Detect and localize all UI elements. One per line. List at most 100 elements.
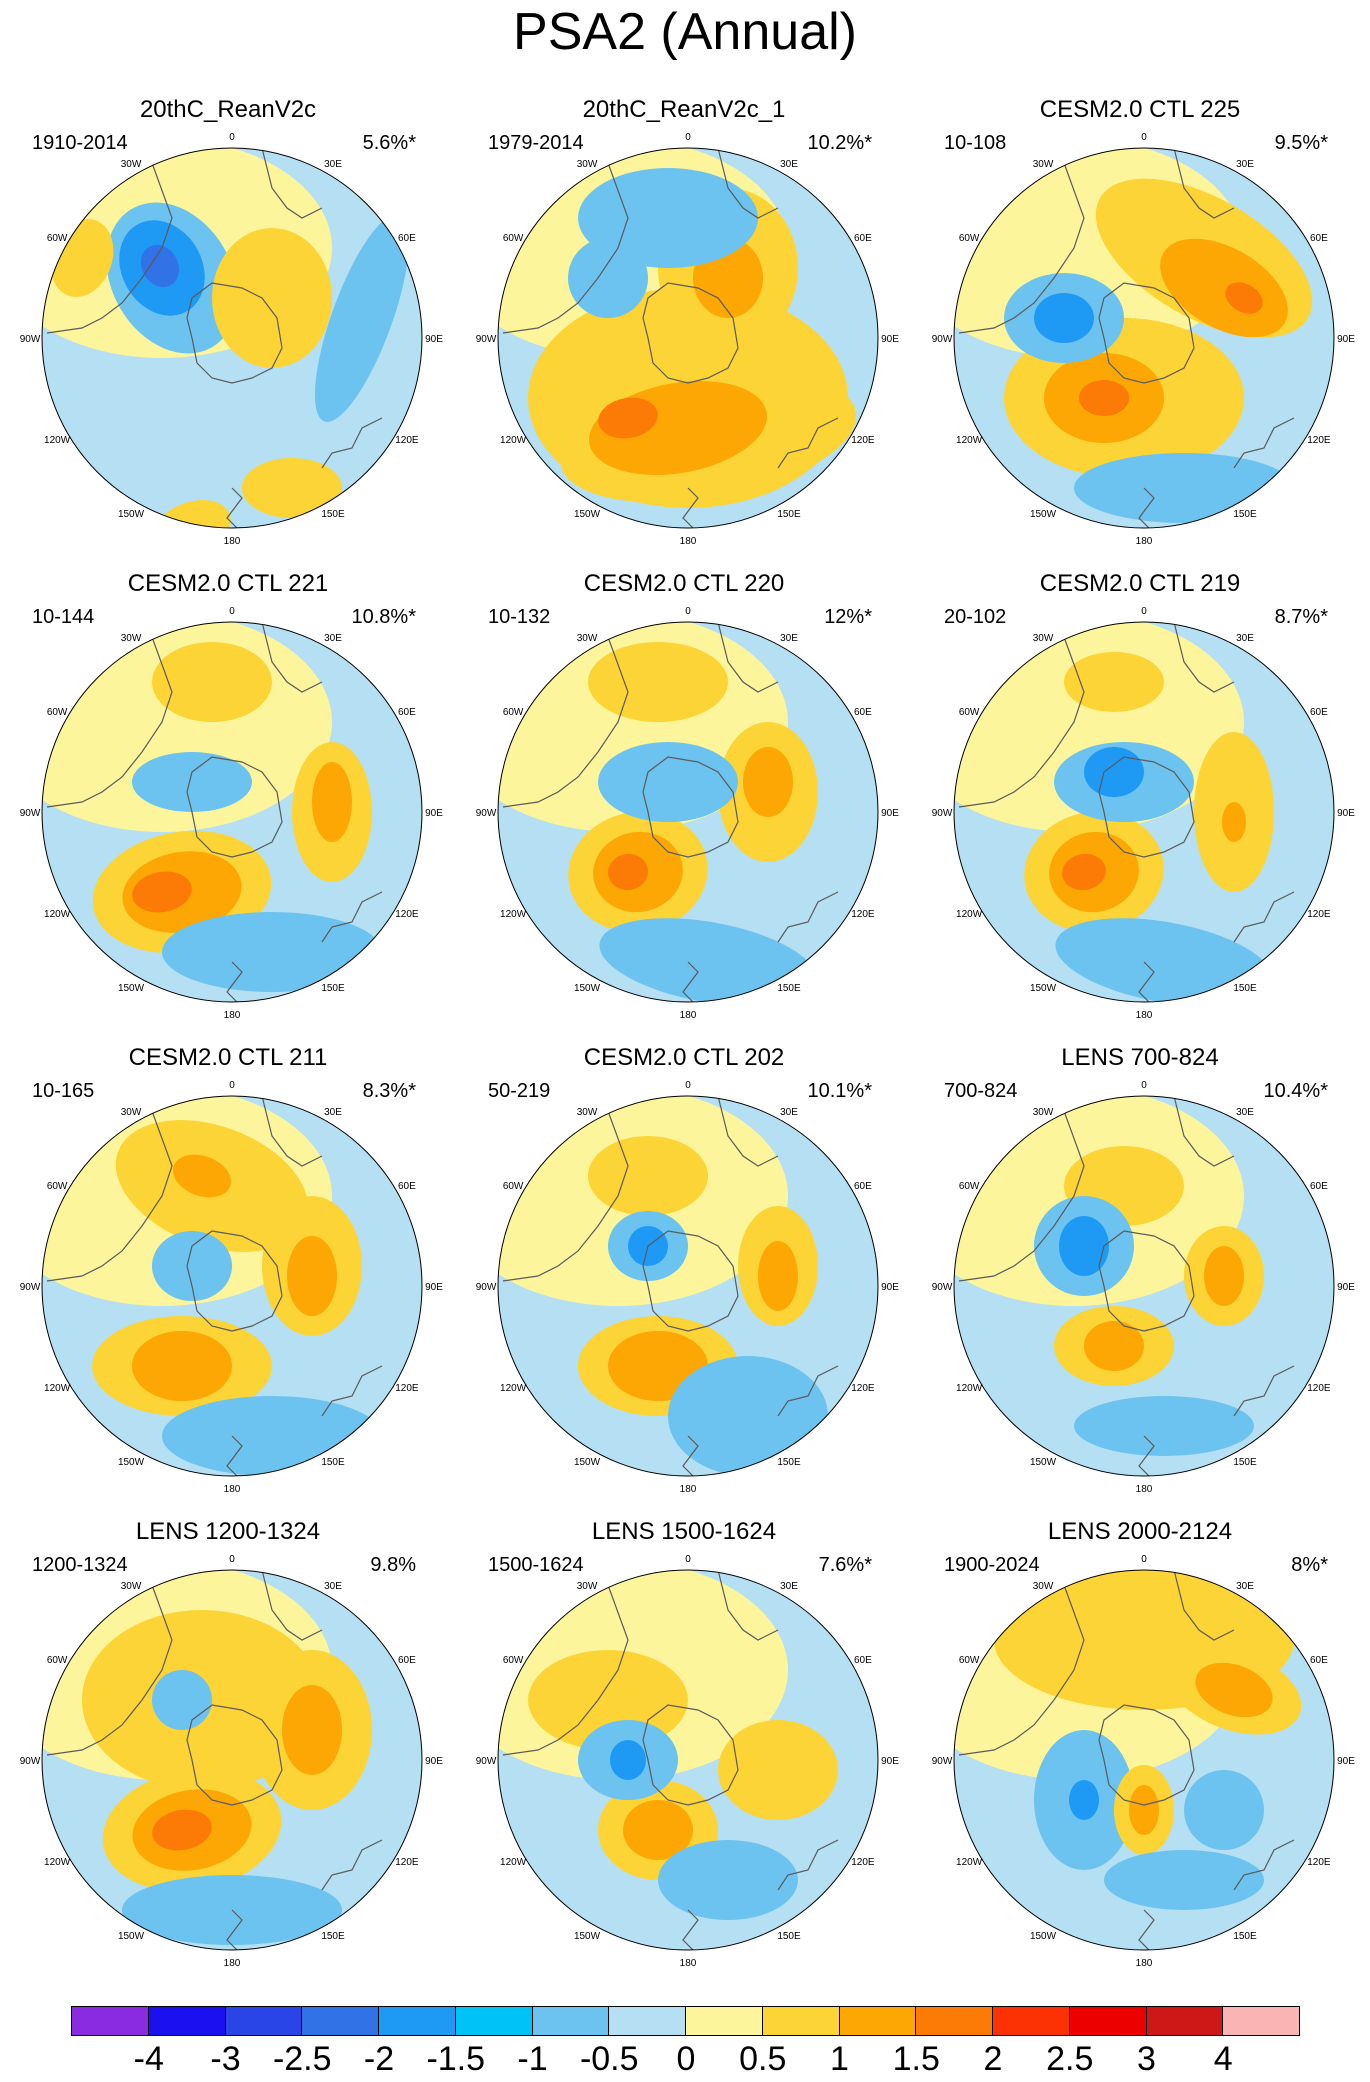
coastline	[186, 1230, 283, 1332]
map-panel: 0 30E 60E 90E 120E 150E 180 150W 120W 90W 60W 30W LE…	[0, 1518, 456, 1992]
longitude-label: 30W	[121, 1581, 142, 1592]
coastline	[1173, 622, 1235, 693]
longitude-label: 120E	[1307, 435, 1331, 446]
coastline	[502, 1110, 629, 1282]
panel-title: CESM2.0 CTL 219	[1039, 570, 1241, 597]
longitude-label: 30E	[780, 159, 798, 170]
panel-variance-percent: 8.7%*	[1274, 606, 1328, 628]
panel-period: 1979-2014	[488, 132, 584, 154]
coastline	[777, 1365, 839, 1417]
panel-title: 20thC_ReanV2c_1	[582, 96, 786, 123]
longitude-label: 30W	[577, 1581, 598, 1592]
positive-anomaly-contour	[1079, 380, 1129, 416]
longitude-label: 90E	[881, 334, 899, 345]
colorbar-tick-label: 2.5	[1046, 2040, 1094, 2078]
colorbar-tick-label: -2.5	[272, 2040, 332, 2078]
panel-period: 1900-2024	[944, 1554, 1040, 1576]
colorbar-box	[224, 2006, 303, 2036]
colorbar-tick-label: 2	[983, 2040, 1003, 2078]
longitude-label: 120W	[500, 1857, 527, 1868]
map-boundary	[497, 1095, 879, 1477]
longitude-label: 30W	[1033, 1107, 1054, 1118]
map-boundary	[497, 147, 879, 529]
longitude-label: 120E	[395, 1383, 419, 1394]
longitude-label: 60E	[854, 233, 872, 244]
positive-anomaly-contour	[132, 871, 192, 913]
longitude-label: 120E	[851, 909, 875, 920]
positive-anomaly-contour	[282, 1685, 342, 1775]
longitude-label: 90W	[476, 808, 497, 819]
positive-anomaly-contour	[1084, 1321, 1144, 1371]
longitude-label: 120E	[395, 909, 419, 920]
colorbar-box	[1068, 2006, 1147, 2036]
longitude-label: 90E	[425, 1282, 443, 1293]
positive-anomaly-contour	[212, 228, 332, 368]
longitude-label: 150W	[1030, 983, 1057, 994]
panel-title: 20thC_ReanV2c	[139, 96, 317, 123]
longitude-label: 30E	[1236, 633, 1254, 644]
longitude-label: 150W	[1030, 509, 1057, 520]
polar-map: 0 30E 60E 90E 120E 150E 180 150W 120W 90W 60W 30W	[20, 606, 444, 1021]
longitude-label: 150E	[321, 509, 345, 520]
longitude-label: 180	[680, 1010, 697, 1021]
coastline	[717, 1096, 779, 1167]
coastline	[1173, 1096, 1235, 1167]
map-boundary	[497, 1569, 879, 1951]
longitude-label: 30W	[121, 1107, 142, 1118]
coastline	[642, 282, 739, 384]
coastline	[502, 1584, 629, 1756]
coastline	[321, 1839, 383, 1891]
coastline	[321, 891, 383, 943]
negative-anomaly-contour	[668, 1356, 828, 1476]
positive-anomaly-contour	[608, 853, 648, 891]
longitude-label: 150W	[574, 983, 601, 994]
longitude-label: 90W	[20, 808, 41, 819]
positive-anomaly-contour	[1064, 652, 1164, 712]
longitude-label: 120E	[1307, 1383, 1331, 1394]
panel-period: 1910-2014	[32, 132, 128, 154]
positive-anomaly-contour	[1195, 1662, 1273, 1718]
longitude-label: 60W	[959, 707, 980, 718]
panel-period: 50-219	[488, 1080, 551, 1102]
panel-period: 10-144	[32, 606, 95, 628]
negative-anomaly-contour	[658, 1840, 798, 1920]
longitude-label: 90W	[476, 1282, 497, 1293]
longitude-label: 60W	[959, 1655, 980, 1666]
negative-anomaly-contour	[314, 214, 410, 422]
coastline	[261, 148, 323, 219]
map-boundary	[953, 621, 1335, 1003]
longitude-label: 180	[680, 1958, 697, 1969]
longitude-label: 60E	[854, 1655, 872, 1666]
panel-period: 1200-1324	[32, 1554, 128, 1576]
longitude-label: 60W	[47, 233, 68, 244]
longitude-label: 90E	[1337, 1756, 1355, 1767]
longitude-label: 30E	[780, 633, 798, 644]
longitude-label: 0	[229, 132, 235, 143]
longitude-label: 150E	[1233, 509, 1257, 520]
panel-variance-percent: 9.5%*	[1274, 132, 1328, 154]
positive-anomaly-contour	[588, 1136, 708, 1216]
longitude-label: 150E	[1233, 1931, 1257, 1942]
longitude-label: 180	[1136, 1958, 1153, 1969]
coastline	[958, 1584, 1085, 1756]
longitude-label: 60W	[47, 1655, 68, 1666]
longitude-label: 90W	[476, 334, 497, 345]
longitude-label: 150E	[1233, 983, 1257, 994]
longitude-label: 0	[685, 132, 691, 143]
polar-map: 0 30E 60E 90E 120E 150E 180 150W 120W 90W 60W 30W	[476, 606, 900, 1021]
coastline	[1233, 1839, 1295, 1891]
longitude-label: 120W	[956, 1857, 983, 1868]
longitude-label: 120E	[395, 1857, 419, 1868]
colorbar-tick-label: 4	[1213, 2040, 1233, 2078]
map-boundary	[41, 1569, 423, 1951]
coastline	[642, 756, 739, 858]
longitude-label: 60W	[47, 1181, 68, 1192]
longitude-label: 120E	[851, 1383, 875, 1394]
longitude-label: 120W	[956, 1383, 983, 1394]
longitude-label: 90E	[1337, 1282, 1355, 1293]
positive-anomaly-contour	[242, 458, 342, 518]
longitude-label: 90E	[1337, 808, 1355, 819]
longitude-label: 120W	[500, 909, 527, 920]
panel-title: LENS 2000-2124	[1047, 1518, 1233, 1545]
map-panel: 0 30E 60E 90E 120E 150E 180 150W 120W 90W 60W 30W CE…	[0, 570, 456, 1044]
